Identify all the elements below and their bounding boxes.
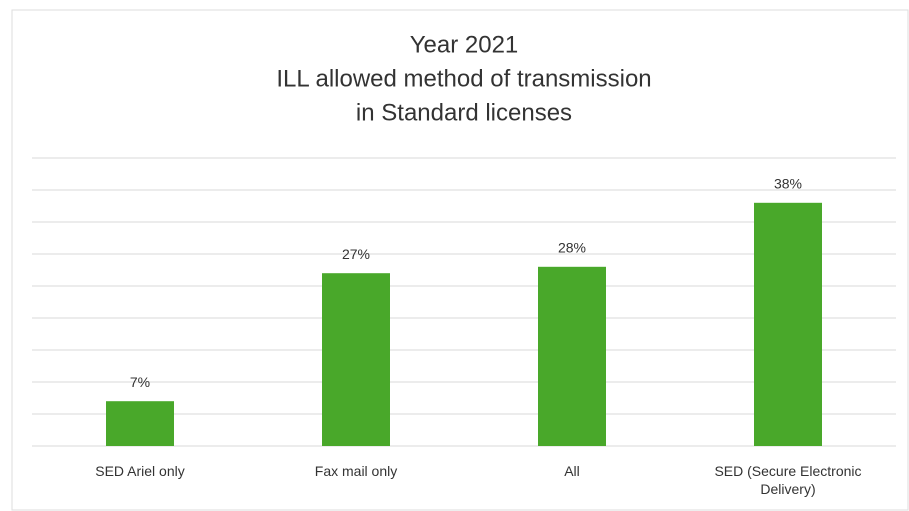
bar — [322, 273, 390, 446]
bar — [754, 202, 822, 446]
x-tick-label: All — [564, 463, 580, 479]
x-tick-label: SED (Secure Electronic Delivery) — [714, 463, 862, 497]
chart-title: ILL allowed method of transmission — [276, 65, 651, 92]
chart-title: Year 2021 — [410, 31, 519, 58]
x-tick-label: Fax mail only — [314, 463, 398, 479]
data-label: 38% — [774, 176, 802, 192]
chart-frame — [11, 9, 909, 511]
data-label: 28% — [558, 240, 586, 256]
bar — [106, 401, 174, 446]
data-label: 27% — [342, 246, 370, 262]
chart-title: in Standard licenses — [356, 99, 572, 126]
data-label: 7% — [130, 374, 150, 390]
bar — [538, 266, 606, 446]
x-tick-label: SED Ariel only — [95, 463, 185, 479]
